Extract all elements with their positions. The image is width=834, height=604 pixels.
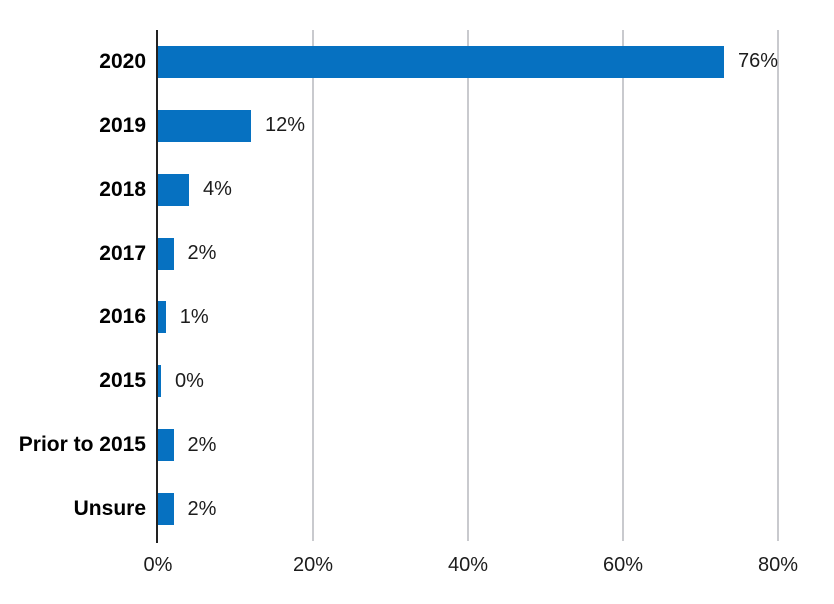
chart-rows: 76% 12% 4% 2% 1% 0% 2% 2% bbox=[158, 30, 778, 541]
category-label: 2018 bbox=[99, 177, 146, 201]
category-label: 2015 bbox=[99, 369, 146, 393]
category-label: Prior to 2015 bbox=[18, 433, 146, 457]
chart-row: 2% bbox=[158, 222, 778, 286]
bar-2020 bbox=[158, 45, 724, 78]
chart-row: 2% bbox=[158, 413, 778, 477]
category-label: 2019 bbox=[99, 113, 146, 137]
chart-row: 0% bbox=[158, 349, 778, 413]
gridline-60 bbox=[622, 30, 624, 541]
value-label: 2% bbox=[187, 433, 217, 456]
category-label: 2020 bbox=[99, 49, 146, 73]
gridline-20 bbox=[312, 30, 314, 541]
value-label: 76% bbox=[737, 50, 778, 73]
category-label: 2017 bbox=[99, 241, 146, 265]
bar-2019 bbox=[158, 109, 251, 142]
bar-2015 bbox=[158, 365, 161, 398]
x-tick-label: 0% bbox=[143, 554, 173, 576]
category-label: 2016 bbox=[99, 305, 146, 329]
value-label: 0% bbox=[175, 369, 204, 392]
x-tick-label: 40% bbox=[447, 554, 489, 576]
value-label: 1% bbox=[179, 305, 209, 328]
x-axis: 0% 20% 40% 60% 80% bbox=[144, 554, 798, 586]
bar-prior-to-2015 bbox=[158, 429, 174, 462]
bar-2016 bbox=[158, 301, 166, 334]
category-label: Unsure bbox=[73, 497, 146, 521]
value-label: 4% bbox=[203, 178, 232, 201]
gridline-80 bbox=[777, 30, 779, 541]
x-tick-label: 60% bbox=[602, 554, 644, 576]
gridline-40 bbox=[467, 30, 469, 541]
chart-row: 76% bbox=[158, 30, 778, 94]
plot-area: 76% 12% 4% 2% 1% 0% 2% 2% bbox=[156, 30, 779, 543]
x-tick-label: 20% bbox=[292, 554, 334, 576]
chart-row: 4% bbox=[158, 158, 778, 222]
value-label: 12% bbox=[265, 114, 306, 137]
bar-2018 bbox=[158, 173, 189, 206]
x-tick-label: 80% bbox=[757, 554, 799, 576]
value-label: 2% bbox=[187, 242, 217, 265]
bar-2017 bbox=[158, 237, 174, 270]
bar-unsure bbox=[158, 493, 174, 526]
y-axis-line bbox=[156, 30, 158, 543]
chart-row: 2% bbox=[158, 477, 778, 541]
chart-row: 1% bbox=[158, 286, 778, 350]
value-label: 2% bbox=[187, 497, 217, 520]
chart-row: 12% bbox=[158, 94, 778, 158]
category-axis: 2020 2019 2018 2017 2016 2015 Prior to 2015 Uns… bbox=[0, 30, 146, 541]
